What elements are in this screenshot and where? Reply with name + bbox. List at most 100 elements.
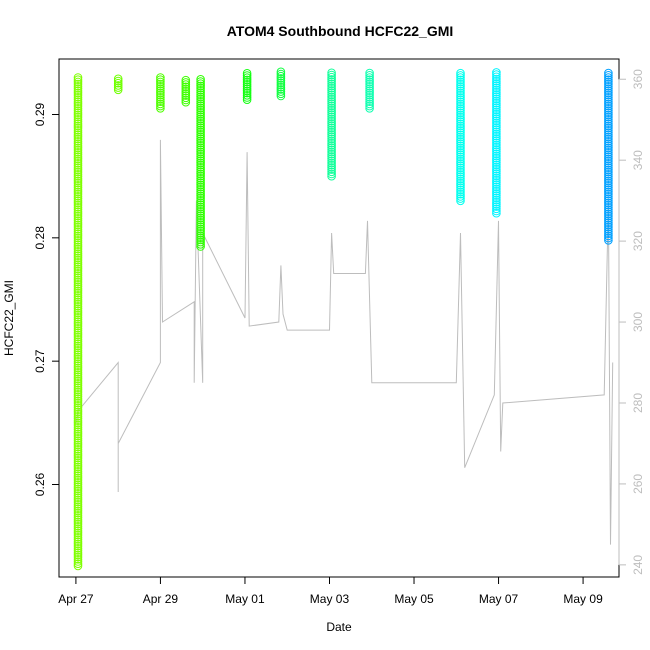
data-point xyxy=(604,156,613,166)
data-point xyxy=(73,456,83,465)
data-point xyxy=(73,225,83,234)
data-point xyxy=(327,119,336,128)
data-point xyxy=(196,193,205,203)
data-point xyxy=(492,175,501,185)
data-point xyxy=(73,280,83,289)
data-point xyxy=(492,178,501,187)
data-point xyxy=(492,186,501,196)
data-point xyxy=(327,147,336,157)
data-point xyxy=(73,295,83,305)
data-point xyxy=(73,209,83,219)
data-point xyxy=(196,231,205,240)
data-point xyxy=(73,451,83,461)
data-point xyxy=(196,207,205,216)
data-point xyxy=(604,236,613,245)
data-point xyxy=(242,69,252,78)
data-point xyxy=(196,112,205,121)
data-point xyxy=(456,159,465,168)
data-point xyxy=(73,548,83,558)
data-point xyxy=(492,96,501,106)
data-point xyxy=(492,109,501,119)
data-point xyxy=(242,73,252,82)
data-point xyxy=(196,163,205,172)
data-point xyxy=(492,101,501,110)
data-point xyxy=(73,445,83,454)
data-point xyxy=(73,416,83,426)
data-point xyxy=(73,227,83,236)
data-point xyxy=(73,407,83,417)
data-point xyxy=(73,425,83,434)
data-point xyxy=(196,105,205,115)
data-point xyxy=(73,293,83,302)
data-point xyxy=(604,143,613,153)
data-point xyxy=(73,183,83,192)
data-point xyxy=(327,83,336,93)
data-point xyxy=(276,74,286,83)
data-point xyxy=(196,130,205,139)
data-point xyxy=(73,431,83,441)
data-point xyxy=(327,141,336,150)
data-point xyxy=(604,79,613,89)
data-point xyxy=(242,71,252,80)
y-tick-label: 0.28 xyxy=(33,226,47,250)
data-point xyxy=(604,123,613,133)
data-point xyxy=(73,480,83,489)
data-point xyxy=(196,226,205,236)
data-point xyxy=(196,86,205,95)
data-point xyxy=(492,173,501,183)
data-point xyxy=(456,75,465,85)
data-point xyxy=(73,249,83,258)
data-point xyxy=(492,191,501,200)
data-point xyxy=(456,174,465,184)
data-point xyxy=(196,88,205,97)
scatter-series-5 xyxy=(242,69,252,104)
data-point xyxy=(196,90,205,99)
data-point xyxy=(604,130,613,139)
data-point xyxy=(365,93,374,102)
data-point xyxy=(196,242,205,251)
data-point xyxy=(73,86,83,95)
data-point xyxy=(456,189,465,199)
data-point xyxy=(73,141,83,150)
data-point xyxy=(196,202,205,212)
plot-area xyxy=(73,67,614,571)
data-point xyxy=(196,143,205,152)
data-point xyxy=(73,453,83,463)
data-point xyxy=(196,198,205,207)
data-point xyxy=(327,90,336,100)
data-point xyxy=(73,110,83,120)
data-point xyxy=(196,204,205,214)
data-point xyxy=(73,484,83,494)
data-point xyxy=(492,85,501,95)
data-point xyxy=(73,108,83,117)
data-point xyxy=(242,93,252,102)
data-point xyxy=(327,79,336,89)
data-point xyxy=(604,222,613,232)
data-point xyxy=(492,123,501,132)
data-point xyxy=(456,88,465,98)
data-point xyxy=(604,106,613,115)
data-point xyxy=(73,535,83,544)
data-point xyxy=(73,216,83,225)
data-point xyxy=(456,148,465,157)
data-point xyxy=(73,440,83,450)
data-point xyxy=(181,78,191,87)
data-point xyxy=(73,189,83,199)
data-point xyxy=(73,236,83,245)
data-point xyxy=(456,137,465,146)
y-tick-label: 0.29 xyxy=(33,102,47,126)
data-point xyxy=(196,187,205,196)
data-point xyxy=(327,88,336,97)
data-point xyxy=(365,73,374,82)
data-point xyxy=(492,79,501,88)
data-point xyxy=(73,77,83,87)
data-point xyxy=(73,255,83,265)
data-point xyxy=(196,240,205,249)
data-point xyxy=(73,559,83,569)
data-point xyxy=(73,75,83,84)
data-point xyxy=(327,114,336,124)
data-point xyxy=(73,95,83,104)
data-point xyxy=(604,104,613,113)
data-point xyxy=(492,189,501,198)
